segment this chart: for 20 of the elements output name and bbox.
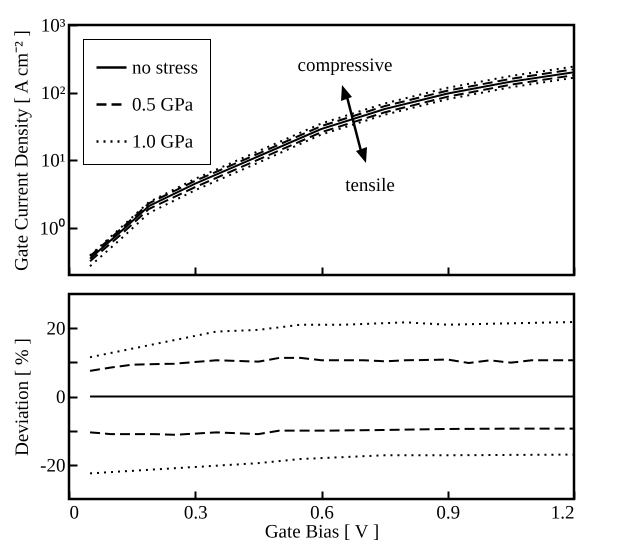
y-tick-label: 10²: [40, 83, 66, 104]
legend-label: no stress: [132, 58, 198, 78]
legend-label: 1.0 GPa: [132, 132, 194, 152]
annotation: tensile: [345, 175, 395, 196]
y-axis-title: Gate Current Density [ A cm⁻² ]: [12, 30, 32, 271]
legend-label: 0.5 GPa: [132, 94, 194, 116]
y-tick-label: 10⁰: [40, 217, 66, 240]
x-tick-label: 0.9: [436, 502, 460, 524]
y-tick-label: 10³: [40, 16, 66, 36]
x-axis-title: Gate Bias [ V ]: [264, 522, 380, 542]
annotation: compressive: [298, 55, 392, 76]
y-tick-label: 20: [46, 318, 66, 340]
y-tick-label: 0: [56, 387, 66, 408]
y-axis-title: Deviation [ % ]: [12, 338, 34, 456]
x-tick-label: 1.2: [550, 502, 574, 524]
x-tick-label: 0.6: [310, 502, 334, 524]
x-tick-label: 0.3: [184, 502, 208, 524]
y-tick-label: 10¹: [40, 150, 66, 172]
x-tick-label: 0: [70, 502, 79, 524]
y-tick-label: -20: [40, 455, 66, 476]
